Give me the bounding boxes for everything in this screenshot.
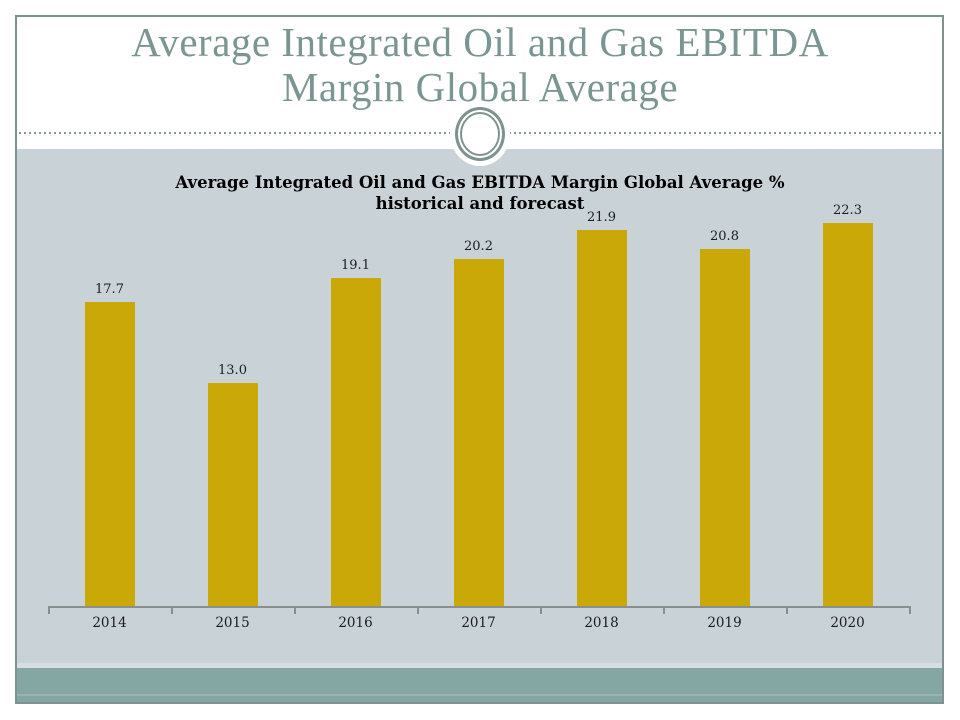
slide-title: Average Integrated Oil and Gas EBITDA Ma… xyxy=(0,20,960,110)
chart-title: Average Integrated Oil and Gas EBITDA Ma… xyxy=(0,172,960,214)
bar-2016 xyxy=(330,278,381,607)
circle-ornament xyxy=(455,107,505,161)
x-axis-label-2019: 2019 xyxy=(707,615,742,631)
x-axis-label-2020: 2020 xyxy=(830,615,865,631)
footer-band xyxy=(17,668,942,702)
x-axis-tick xyxy=(786,606,788,614)
bar-2014 xyxy=(84,302,135,607)
bar-value-label: 13.0 xyxy=(218,363,247,378)
bar-value-label: 17.7 xyxy=(95,282,124,297)
chart-title-line2: historical and forecast xyxy=(375,194,585,213)
x-axis-tick xyxy=(417,606,419,614)
x-axis-tick xyxy=(663,606,665,614)
bar-2017 xyxy=(453,259,504,607)
bar-value-label: 19.1 xyxy=(341,258,370,273)
x-axis-label-2017: 2017 xyxy=(461,615,496,631)
chart-title-line1: Average Integrated Oil and Gas EBITDA Ma… xyxy=(175,173,785,192)
x-axis-tick xyxy=(48,606,50,614)
bar-value-label: 22.3 xyxy=(833,203,862,218)
bar-2019 xyxy=(699,249,750,607)
band-separator-strip xyxy=(17,663,942,668)
x-axis-label-2016: 2016 xyxy=(338,615,373,631)
bar-value-label: 21.9 xyxy=(587,210,616,225)
bar-value-label: 20.2 xyxy=(464,239,493,254)
x-axis-tick xyxy=(294,606,296,614)
x-axis-label-2015: 2015 xyxy=(215,615,250,631)
bar-value-label: 20.8 xyxy=(710,229,739,244)
slide-title-line1: Average Integrated Oil and Gas EBITDA xyxy=(131,19,829,65)
x-axis-label-2018: 2018 xyxy=(584,615,619,631)
x-axis-label-2014: 2014 xyxy=(92,615,127,631)
x-axis-tick xyxy=(540,606,542,614)
x-axis-line xyxy=(48,606,911,608)
bar-2018 xyxy=(576,230,627,607)
bar-2015 xyxy=(207,383,258,607)
slide-title-line2: Margin Global Average xyxy=(281,64,679,110)
bar-2020 xyxy=(822,223,873,607)
circle-ornament-inner-ring xyxy=(460,112,500,156)
footer-highlight-line xyxy=(17,694,942,696)
x-axis-tick xyxy=(909,606,911,614)
x-axis-tick xyxy=(171,606,173,614)
